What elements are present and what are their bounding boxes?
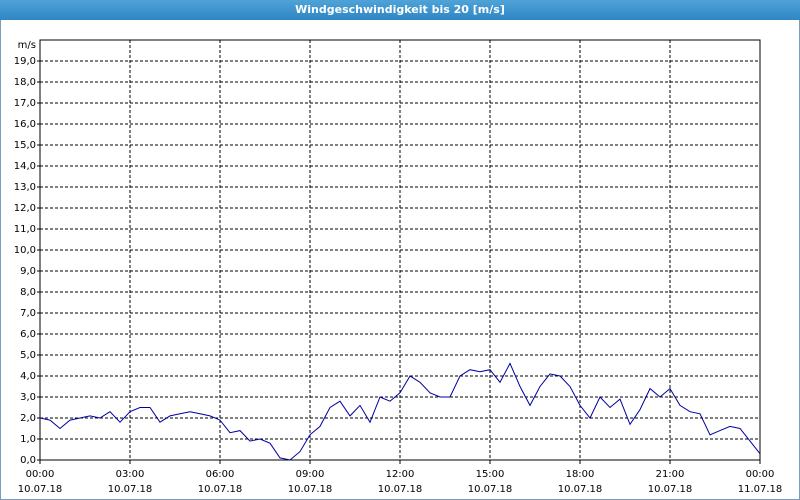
x-tick-date: 10.07.18: [198, 484, 243, 495]
y-tick-label: 12,0: [14, 203, 36, 214]
y-tick-label: 0,0: [20, 455, 36, 466]
x-tick-date: 10.07.18: [288, 484, 333, 495]
x-tick-date: 10.07.18: [558, 484, 603, 495]
y-tick-label: 14,0: [14, 161, 36, 172]
y-tick-label: 16,0: [14, 119, 36, 130]
y-tick-label: 8,0: [20, 287, 36, 298]
y-tick-label: 4,0: [20, 371, 36, 382]
x-tick-label: 03:00: [116, 469, 145, 480]
x-tick-date: 10.07.18: [108, 484, 153, 495]
x-tick-label: 21:00: [656, 469, 685, 480]
x-tick-date: 10.07.18: [468, 484, 513, 495]
data-line: [39, 362, 761, 461]
y-tick-label: 10,0: [14, 245, 36, 256]
title-bar: Windgeschwindigkeit bis 20 [m/s]: [0, 0, 800, 20]
y-tick-label: 7,0: [20, 308, 36, 319]
y-tick-label: 15,0: [14, 140, 36, 151]
y-tick-label: 19,0: [14, 56, 36, 67]
x-tick-date: 10.07.18: [648, 484, 693, 495]
x-tick-label: 09:00: [296, 469, 325, 480]
x-tick-label: 06:00: [206, 469, 235, 480]
y-tick-label: 2,0: [20, 413, 36, 424]
x-tick-label: 12:00: [386, 469, 415, 480]
y-tick-label: 3,0: [20, 392, 36, 403]
y-tick-label: 6,0: [20, 329, 36, 340]
x-tick-date: 10.07.18: [18, 484, 63, 495]
y-tick-label: 9,0: [20, 266, 36, 277]
y-tick-label: 17,0: [14, 98, 36, 109]
x-tick-date: 11.07.18: [738, 484, 783, 495]
x-tick-label: 18:00: [566, 469, 595, 480]
y-tick-label: 13,0: [14, 182, 36, 193]
x-tick-label: 15:00: [476, 469, 505, 480]
x-tick-label: 00:00: [26, 469, 55, 480]
y-tick-label: 1,0: [20, 434, 36, 445]
y-tick-label: 5,0: [20, 350, 36, 361]
x-tick-date: 10.07.18: [378, 484, 423, 495]
y-tick-label: 18,0: [14, 77, 36, 88]
y-tick-label: 11,0: [14, 224, 36, 235]
y-unit: m/s: [18, 40, 36, 51]
x-tick-label: 00:00: [746, 469, 775, 480]
